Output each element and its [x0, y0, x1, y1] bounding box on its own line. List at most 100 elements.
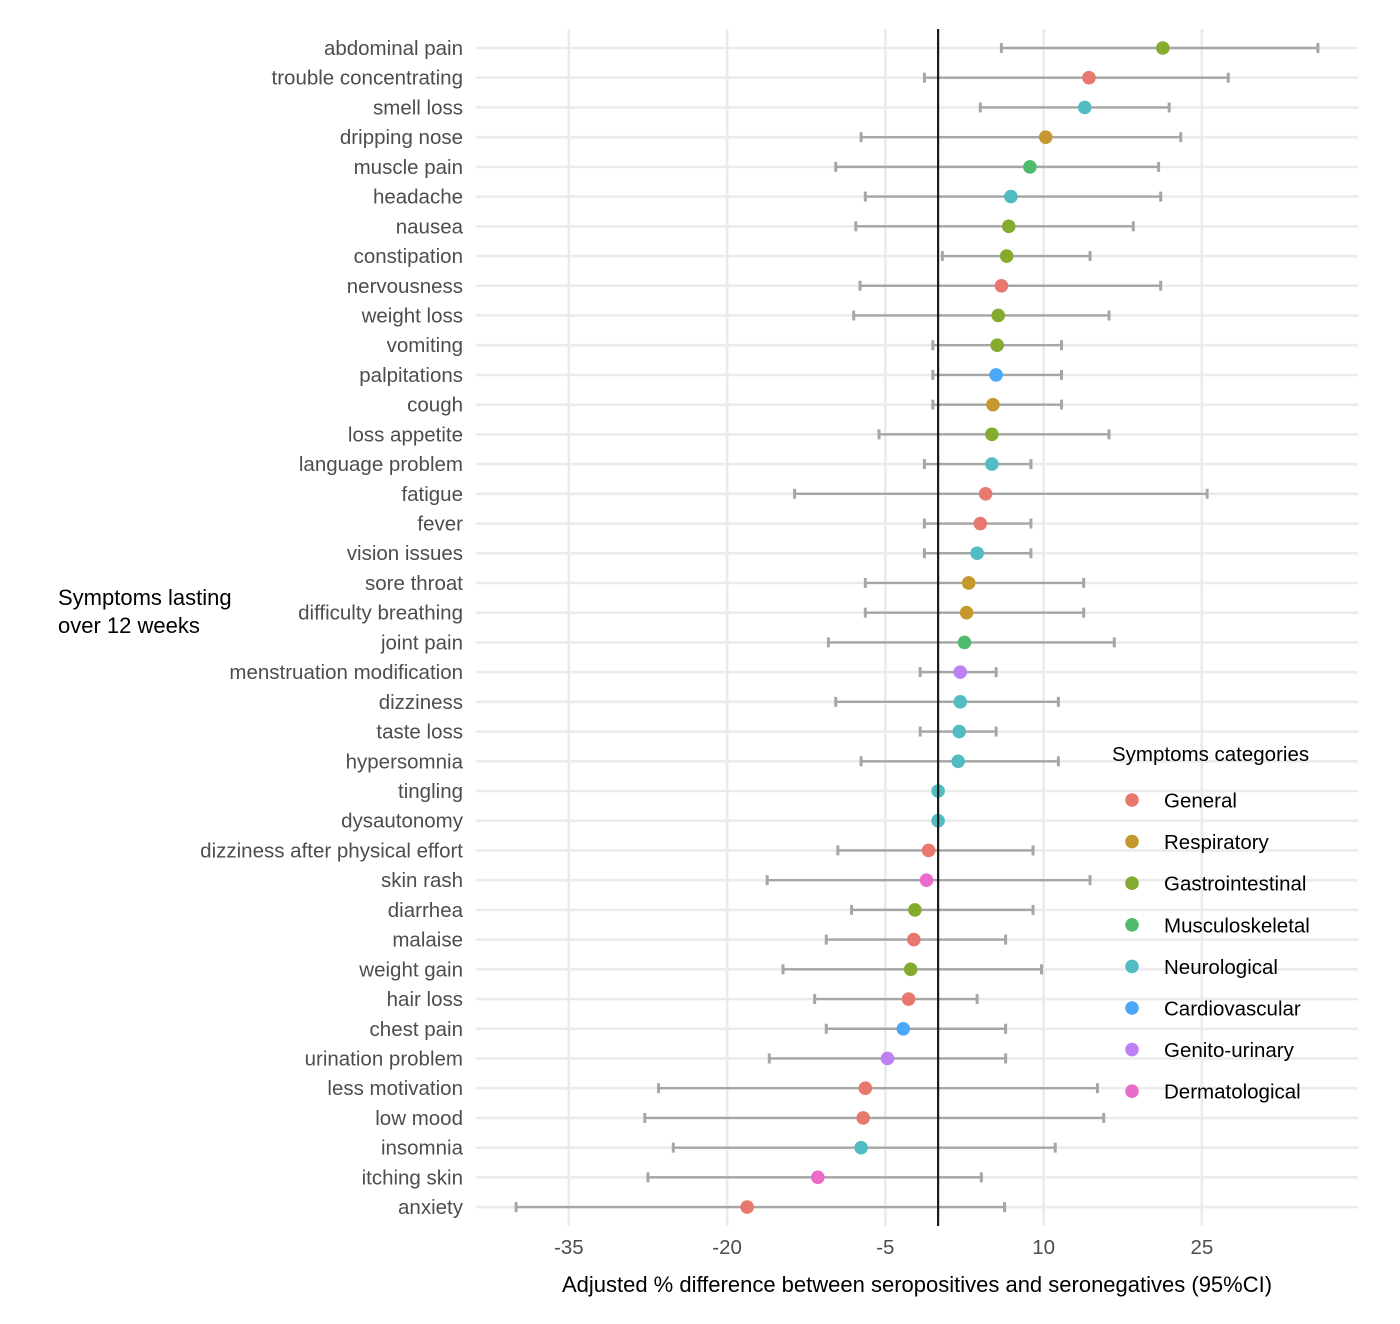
y-tick-label: tingling: [398, 780, 463, 803]
legend-item: Gastrointestinal: [1125, 873, 1306, 896]
data-point: [986, 397, 1000, 412]
legend-title: Symptoms categories: [1112, 743, 1309, 766]
data-point: [959, 605, 974, 620]
legend-item: Genito-urinary: [1125, 1039, 1295, 1062]
y-tick-label: abdominal pain: [324, 37, 463, 60]
legend-items: General Respiratory Gastrointestinal Muscul…: [1125, 790, 1310, 1104]
legend-key: [1125, 876, 1139, 890]
y-tick-label: cough: [407, 394, 463, 417]
data-point: [1001, 219, 1016, 234]
y-axis-title-line-2: over 12 weeks: [58, 613, 200, 638]
y-tick-label: joint pain: [380, 631, 463, 654]
data-point: [908, 903, 922, 917]
y-tick-label: skin rash: [381, 869, 463, 892]
points: [740, 41, 1170, 1214]
legend-key: [1125, 918, 1139, 932]
data-point: [1156, 41, 1170, 55]
legend-label: Dermatological: [1164, 1081, 1301, 1104]
errorbar: [922, 72, 1230, 83]
legend: Symptoms categories General Respiratory Ga…: [1112, 743, 1310, 1104]
data-point: [903, 962, 918, 977]
legend-item: Dermatological: [1125, 1081, 1301, 1104]
y-tick-label: constipation: [354, 245, 463, 268]
legend-label: General: [1164, 790, 1237, 813]
data-point: [858, 1081, 873, 1095]
legend-label: Genito-urinary: [1164, 1039, 1295, 1062]
data-point: [961, 576, 976, 590]
data-point: [952, 724, 967, 739]
x-axis-tick-labels: -35 -20 -5 10 25: [554, 1236, 1213, 1259]
data-point: [994, 278, 1009, 293]
y-axis-title: Symptoms lasting over 12 weeks: [58, 585, 238, 638]
legend-item: Respiratory: [1125, 831, 1270, 854]
data-point: [999, 249, 1014, 263]
y-tick-label: dysautonomy: [341, 810, 464, 833]
data-point: [1004, 189, 1018, 204]
y-tick-label: insomnia: [381, 1137, 464, 1160]
data-point: [1023, 160, 1037, 174]
errorbar: [514, 1202, 1007, 1213]
data-point: [1082, 70, 1096, 85]
legend-key: [1125, 959, 1139, 974]
y-axis-tick-labels: abdominal pain trouble concentrating smell…: [200, 37, 464, 1219]
vertical-gridlines: [567, 29, 1204, 1226]
data-point: [978, 487, 993, 501]
y-tick-label: anxiety: [398, 1196, 464, 1219]
y-tick-label: menstruation modification: [229, 661, 463, 684]
data-point: [985, 427, 999, 442]
data-point: [1077, 100, 1092, 115]
data-point: [919, 873, 934, 887]
errorbar: [922, 459, 1033, 470]
y-tick-label: sore throat: [365, 572, 463, 595]
y-tick-label: vision issues: [347, 542, 463, 565]
y-tick-label: loss appetite: [348, 423, 463, 446]
data-point: [973, 516, 988, 531]
legend-key: [1125, 793, 1139, 807]
y-tick-label: smell loss: [373, 96, 463, 119]
y-tick-label: malaise: [392, 929, 463, 952]
y-tick-label: headache: [373, 186, 463, 209]
y-tick-label: weight gain: [358, 958, 463, 981]
y-tick-label: dizziness after physical effort: [200, 839, 463, 862]
y-tick-label: chest pain: [370, 1018, 463, 1041]
y-tick-label: difficulty breathing: [298, 602, 463, 625]
errorbar: [852, 310, 1111, 321]
data-point: [991, 308, 1006, 323]
y-tick-label: nervousness: [347, 275, 463, 298]
errorbar: [836, 845, 1035, 856]
x-tick-label: -35: [554, 1236, 584, 1259]
y-tick-label: hypersomnia: [346, 750, 464, 773]
y-tick-label: diarrhea: [388, 899, 464, 922]
data-point: [896, 1021, 911, 1036]
legend-item: General: [1125, 790, 1237, 813]
data-point: [953, 695, 968, 709]
data-point: [957, 635, 972, 650]
y-tick-label: taste loss: [376, 721, 463, 744]
errorbar: [793, 488, 1209, 499]
data-point: [1038, 130, 1053, 144]
data-point: [953, 665, 968, 679]
data-point: [990, 338, 1004, 353]
legend-item: Musculoskeletal: [1125, 914, 1310, 937]
legend-label: Musculoskeletal: [1164, 914, 1310, 937]
errorbar: [826, 637, 1116, 648]
y-tick-label: dizziness: [379, 691, 463, 714]
errorbars: [514, 43, 1320, 1213]
data-point: [985, 457, 999, 471]
errorbar: [657, 1083, 1099, 1094]
data-point: [740, 1200, 754, 1214]
legend-key: [1125, 1001, 1139, 1015]
errorbar: [978, 102, 1171, 113]
y-tick-label: urination problem: [305, 1047, 463, 1070]
errorbar: [813, 994, 979, 1005]
data-point: [811, 1170, 825, 1185]
x-axis-title: Adjusted % difference between seropositi…: [562, 1272, 1272, 1297]
y-tick-label: dripping nose: [340, 126, 463, 149]
data-point: [880, 1051, 895, 1066]
legend-label: Gastrointestinal: [1164, 873, 1306, 896]
legend-key: [1125, 834, 1139, 849]
y-tick-label: vomiting: [387, 334, 463, 357]
y-tick-label: itching skin: [362, 1166, 463, 1189]
legend-key: [1125, 1084, 1139, 1098]
